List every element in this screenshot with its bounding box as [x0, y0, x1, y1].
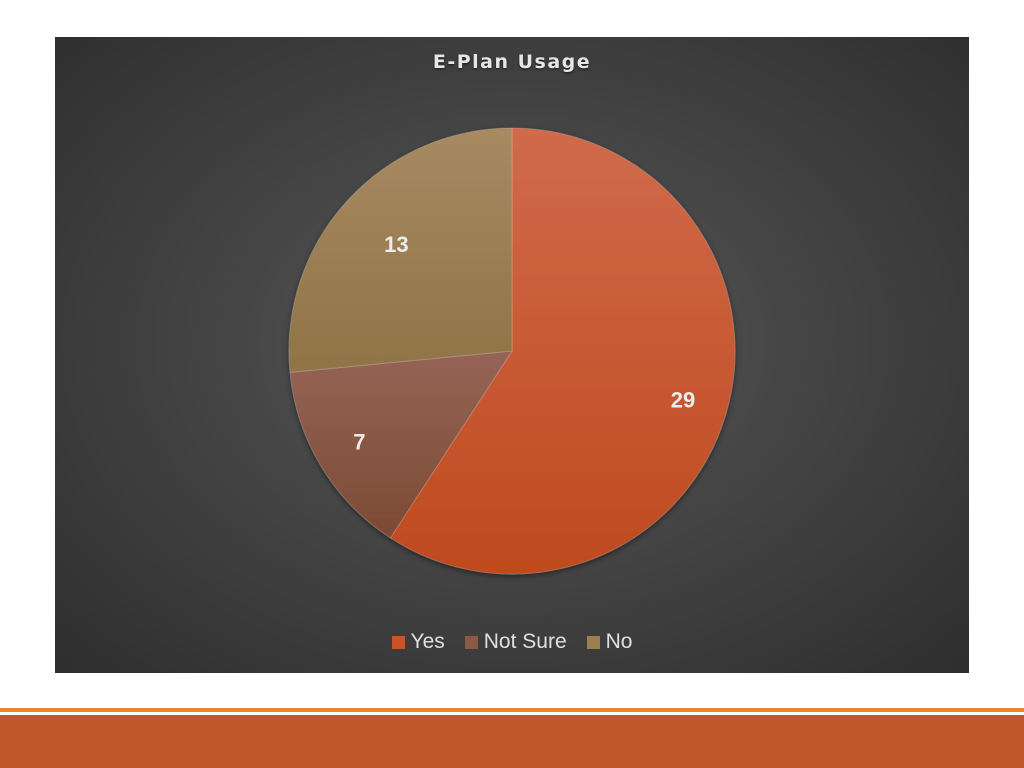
- data-label-no: 13: [384, 232, 408, 257]
- legend-item-not-sure: Not Sure: [464, 630, 567, 654]
- legend-label-yes: Yes: [410, 630, 445, 653]
- legend-item-no: No: [586, 630, 633, 654]
- pie-chart: 29 7 13: [288, 127, 736, 575]
- footer-bar: [0, 715, 1024, 768]
- pie-slice-not-sure: [289, 350, 513, 539]
- chart-title: E-Plan Usage: [432, 51, 592, 73]
- data-label-yes: 29: [671, 388, 695, 413]
- legend-swatch-yes: [391, 635, 405, 649]
- pie-slice-yes: [389, 127, 736, 575]
- legend-swatch-no: [586, 635, 600, 649]
- footer-accent-line: [0, 708, 1024, 712]
- legend-label-not-sure: Not Sure: [483, 630, 567, 653]
- legend-item-yes: Yes: [391, 630, 445, 654]
- data-label-not-sure: 7: [353, 429, 365, 454]
- legend: Yes Not Sure No: [55, 630, 969, 654]
- legend-swatch-not-sure: [464, 635, 478, 649]
- legend-label-no: No: [605, 630, 633, 653]
- pie-slice-no: [288, 127, 513, 373]
- chart-panel: E-Plan Usage 29 7 13 Yes: [55, 37, 969, 673]
